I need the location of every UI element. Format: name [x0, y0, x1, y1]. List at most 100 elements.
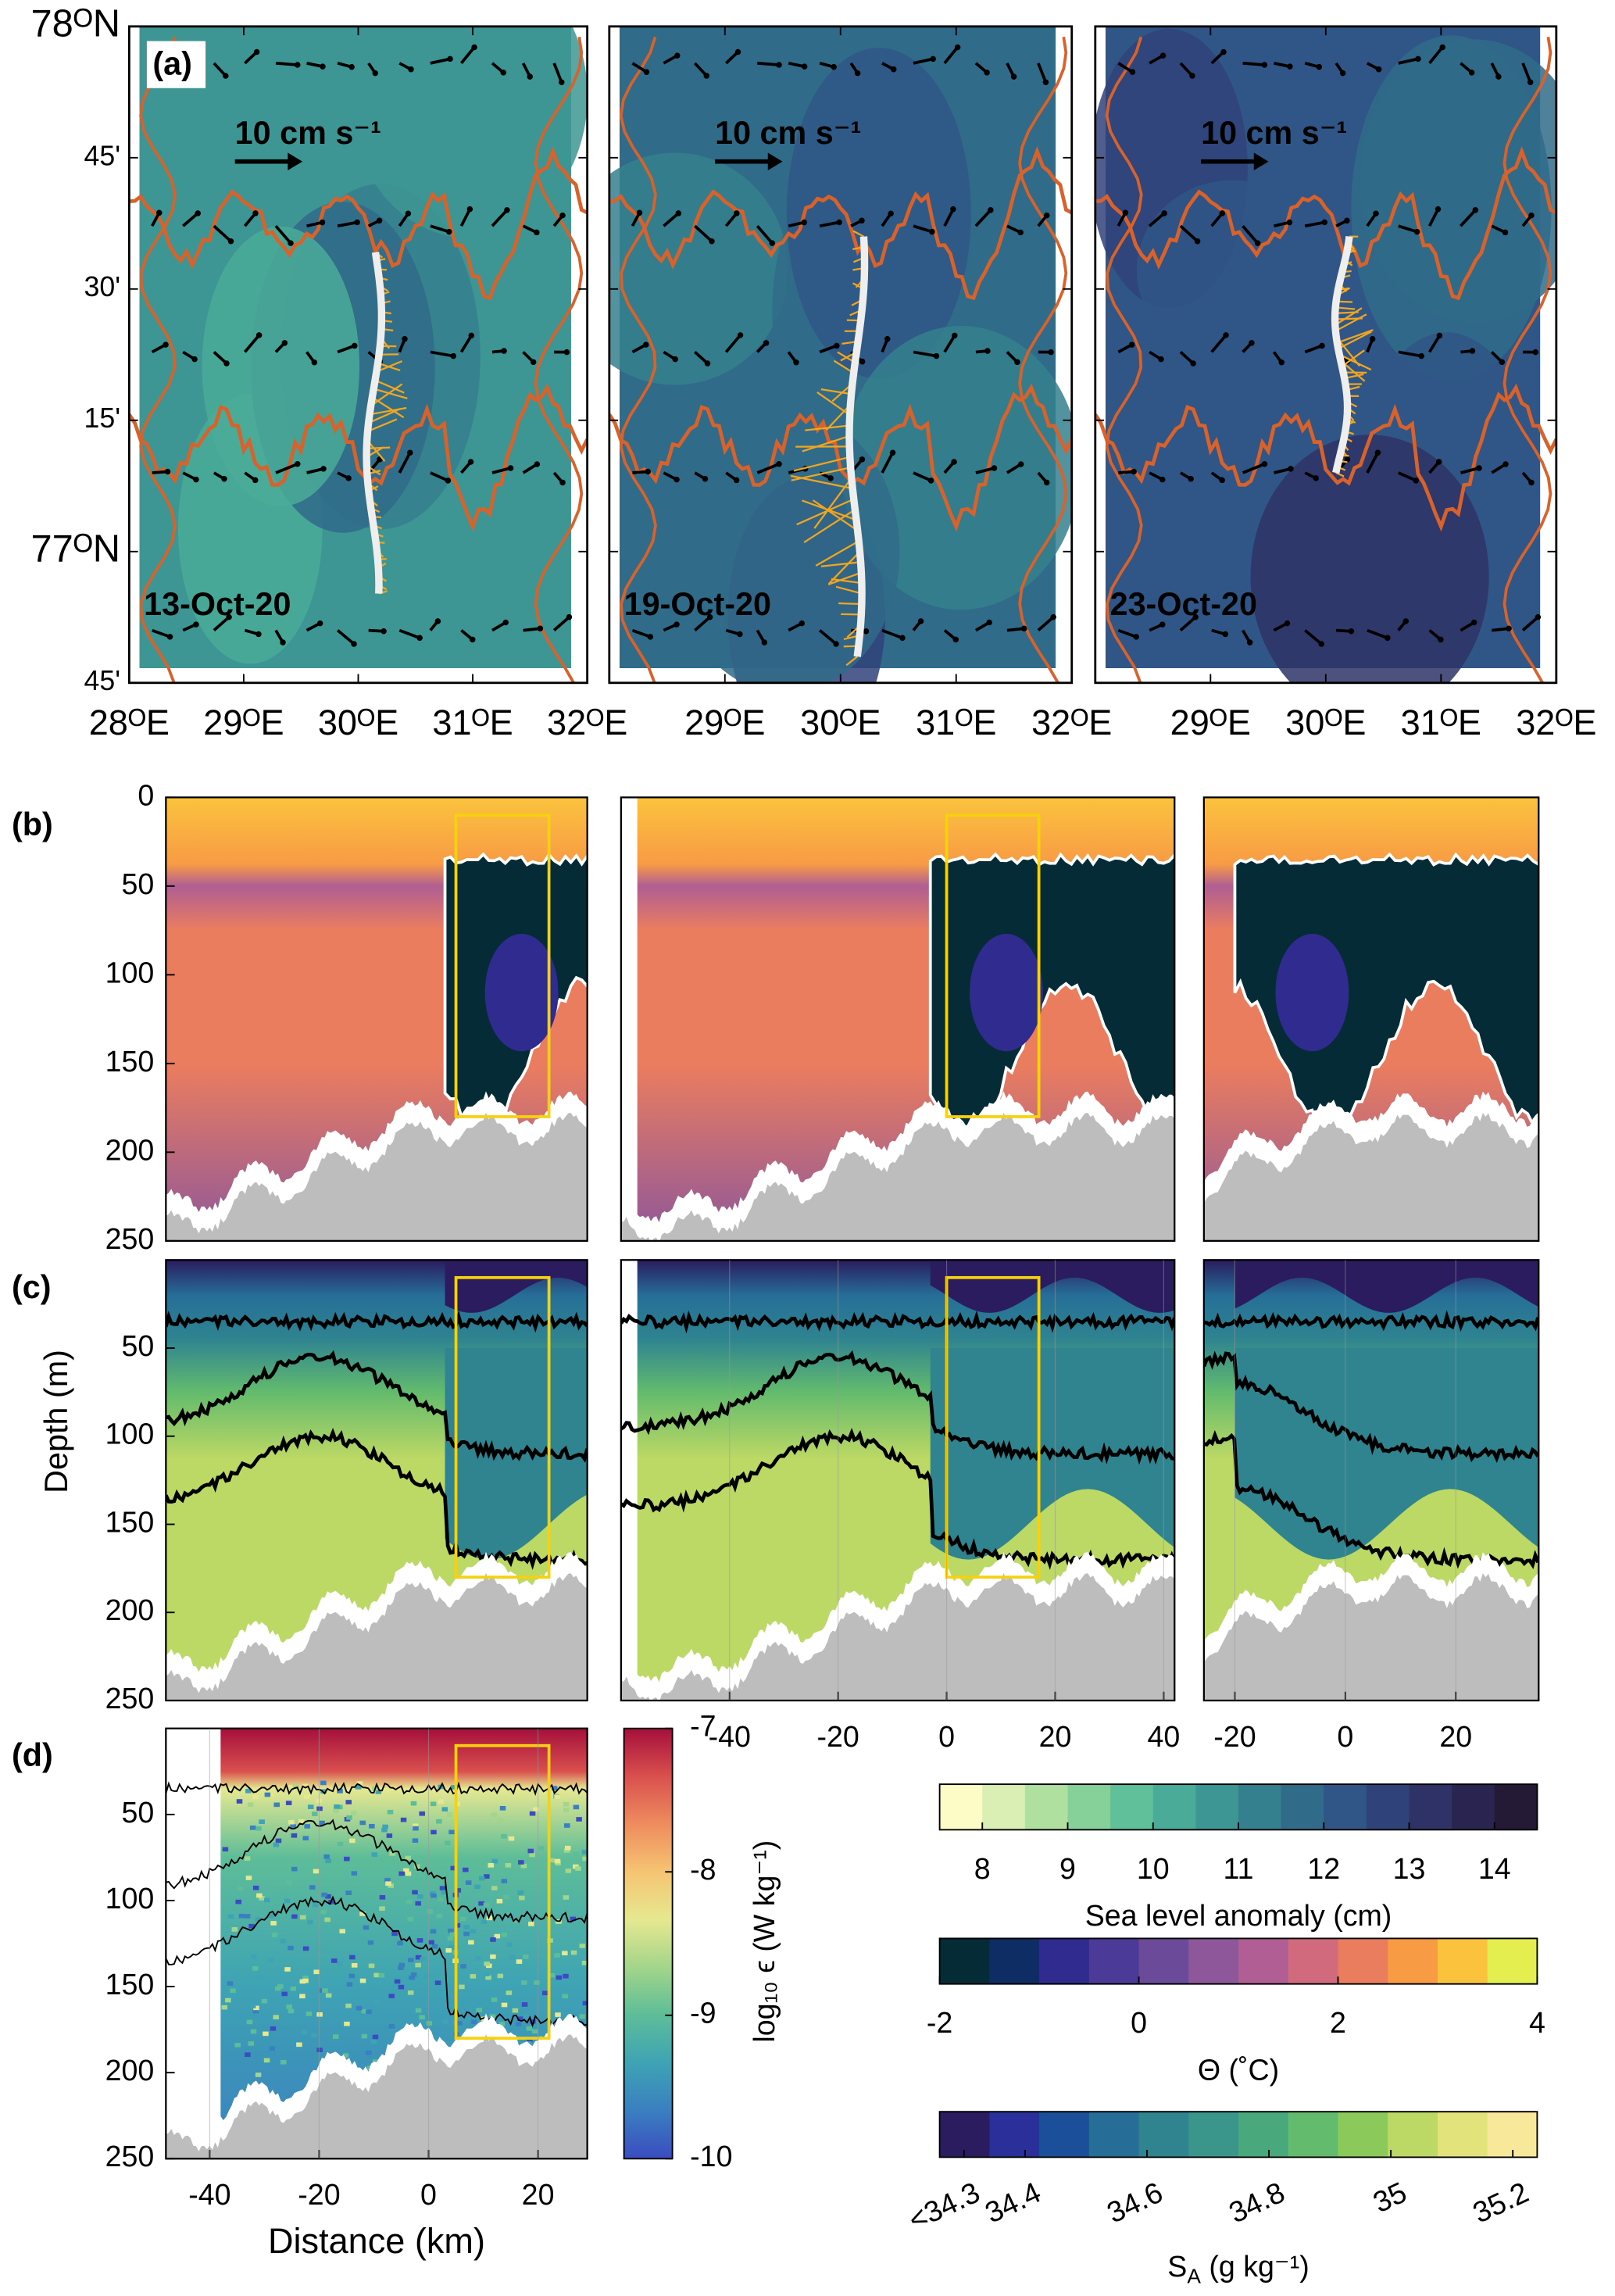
field-speck [302, 1976, 309, 1980]
arrow-head [1278, 359, 1284, 366]
arrow-head [252, 210, 259, 216]
field-speck [541, 1990, 548, 1996]
arrow-head [703, 73, 710, 79]
arrow-head [1219, 210, 1226, 216]
field-speck [300, 1915, 306, 1920]
arrow-head [221, 475, 227, 482]
field-speck [230, 1988, 236, 1994]
arrow-head [1261, 62, 1268, 68]
section-field [166, 1728, 588, 2159]
colorbar-swatch [1338, 1938, 1389, 1984]
arrow-head [500, 70, 506, 76]
field-speck [515, 2022, 522, 2026]
x-tick-label: 29ᴼE [203, 703, 284, 742]
arrow-head [407, 449, 413, 456]
arrow-head [1535, 613, 1542, 620]
panel-label: (b) [12, 806, 53, 842]
velocity-arrow [881, 452, 895, 474]
field-speck [575, 1866, 581, 1871]
arrow-head [320, 63, 326, 70]
arrow-head [1468, 70, 1475, 76]
panel-label: (c) [12, 1269, 52, 1305]
velocity-arrow [943, 46, 959, 65]
arrow-head [1128, 342, 1135, 348]
colorbar-tick-label: 4 [1529, 2006, 1545, 2039]
arrow-head [1369, 336, 1376, 342]
scale-label: 10 cm s⁻¹ [235, 115, 381, 151]
section-panel: (d) 50 100 150 200 250 -40 -20 0 20 Distance (km) [12, 1727, 588, 2261]
frame [165, 796, 588, 1242]
field-speck [484, 1874, 490, 1879]
field-speck [255, 1826, 262, 1831]
field-speck [445, 1840, 451, 1846]
y-tick-label: 100 [105, 956, 155, 989]
field-speck [403, 1868, 409, 1873]
field-speck [301, 2030, 308, 2035]
y-tick-label: 77ᴼN [30, 528, 120, 570]
field-speck [291, 1833, 298, 1838]
field-speck [431, 1893, 437, 1898]
velocity-arrow [1148, 212, 1166, 227]
isobath [129, 145, 588, 301]
field-speck [355, 1785, 362, 1790]
velocity-arrow [1210, 334, 1227, 353]
field-speck [264, 1897, 270, 1903]
y-tick-label: 0 [138, 778, 154, 811]
arrow-head [469, 636, 476, 643]
arrow-head [534, 461, 541, 467]
current-arrow [374, 379, 405, 394]
arrow-head [1014, 359, 1020, 366]
field-speck [551, 1786, 558, 1790]
colorbar-tick-label: 14 [1478, 1852, 1511, 1885]
arrow-head [566, 613, 573, 620]
field-speck [379, 1906, 385, 1912]
velocity-arrow [1242, 224, 1259, 245]
colorbar-swatch [1452, 1784, 1495, 1830]
arrow-head [1010, 73, 1017, 80]
field-speck [372, 2059, 379, 2064]
x-tick-label: -40 [188, 2178, 230, 2211]
field-speck [418, 1990, 424, 1995]
velocity-arrow [1304, 220, 1325, 228]
field-speck [563, 1801, 570, 1807]
field-speck [478, 1901, 484, 1906]
field-speck [227, 1914, 234, 1919]
field-speck [448, 1928, 454, 1933]
velocity-arrow [943, 334, 956, 353]
velocity-arrow [459, 334, 473, 353]
arrow-head [253, 48, 260, 55]
field-speck [252, 2008, 259, 2014]
arrow-head [1044, 212, 1050, 219]
colorbar-swatch [1238, 1938, 1289, 1984]
colorbar-swatch [939, 1938, 991, 1984]
isopycnal [620, 1350, 1175, 1465]
arrow-head [166, 634, 173, 640]
field-speck [421, 1819, 427, 1825]
colorbar-tick-label: 11 [1224, 1852, 1254, 1885]
section-field [1203, 797, 1539, 1241]
date-label: 13-Oct-20 [144, 586, 291, 622]
field-speck [388, 1994, 395, 1998]
mixed-water [1234, 1348, 1539, 1560]
x-tick-label: 28ᴼE [89, 703, 170, 742]
field-speck [565, 1869, 572, 1873]
field-speck [323, 1854, 330, 1859]
field-speck [576, 1817, 582, 1822]
colorbar-swatch [1366, 1784, 1410, 1830]
arrow-head [1158, 356, 1164, 363]
arrow-head [1288, 466, 1294, 472]
field-speck [505, 1863, 512, 1868]
field-speck [527, 1848, 534, 1854]
field-speck [398, 1965, 404, 1971]
arrow-head [1131, 468, 1137, 475]
field-speck [436, 1913, 443, 1919]
arrow-head [1042, 79, 1049, 86]
field-speck [248, 1923, 255, 1929]
field-speck [256, 1893, 263, 1898]
x-tick-label: 40 [1147, 1720, 1180, 1753]
current-arrow [1341, 349, 1365, 367]
arrow-head [674, 52, 681, 59]
field-speck [517, 1890, 523, 1895]
velocity-arrow [552, 63, 563, 83]
arrow-head [1495, 73, 1502, 80]
